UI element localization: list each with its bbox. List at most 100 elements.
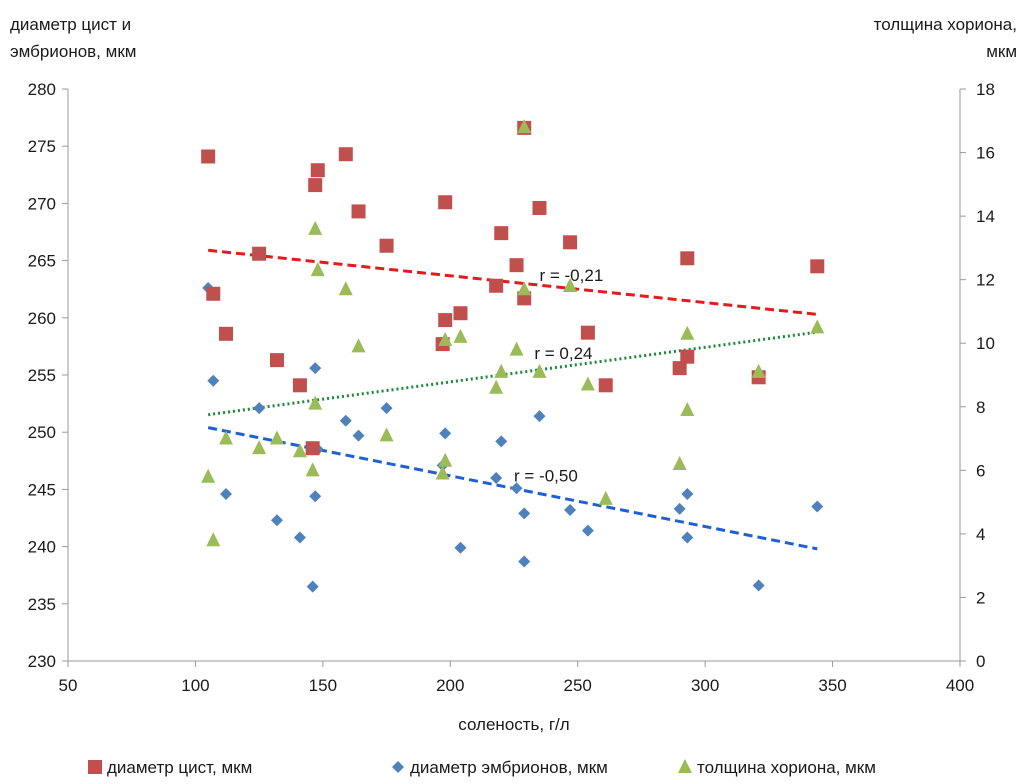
trendline [208, 248, 818, 316]
diamond-point [495, 435, 508, 448]
y-left-tick-label: 230 [28, 652, 56, 671]
correlation-label: r = 0,24 [534, 344, 592, 363]
triangle-point [292, 443, 307, 458]
axes [62, 88, 966, 667]
diamond-point [533, 410, 546, 423]
square-point [580, 325, 595, 340]
triangle-point [201, 468, 216, 483]
triangle-point [206, 532, 221, 547]
square-point [379, 238, 394, 253]
triangle-point [438, 332, 453, 347]
triangle-point [751, 363, 766, 378]
legend-marker [392, 761, 404, 773]
square-point [269, 353, 284, 368]
square-point [219, 326, 234, 341]
y-right-tick-label: 18 [976, 80, 995, 99]
y-left-tick-label: 255 [28, 366, 56, 385]
y-right-tick-label: 8 [976, 398, 985, 417]
square-point [598, 378, 613, 393]
triangle-point [338, 281, 353, 296]
x-axis-title: соленость, г/л [458, 715, 569, 734]
diamond-point [564, 503, 577, 516]
triangle-point [308, 395, 323, 410]
square-point [532, 200, 547, 215]
triangle-point [672, 455, 687, 470]
y-right-tick-label: 14 [976, 207, 995, 226]
square-point [252, 246, 267, 261]
y-right-tick-label: 4 [976, 525, 985, 544]
legend-marker [678, 759, 692, 773]
triangle-point [517, 119, 532, 134]
square-point [438, 313, 453, 328]
diamond-point [673, 502, 686, 515]
x-tick-label: 50 [59, 676, 78, 695]
y-right-axis-title: мкм [986, 42, 1017, 61]
trendlines [207, 248, 818, 551]
square-point [310, 163, 325, 178]
square-point [810, 259, 825, 274]
square-point [351, 204, 366, 219]
y-right-axis-title: толщина хориона, [874, 15, 1017, 34]
y-left-tick-label: 275 [28, 137, 56, 156]
correlation-label: r = -0,50 [514, 466, 578, 485]
y-left-axis-title: эмбрионов, мкм [10, 42, 136, 61]
triangle-point [379, 427, 394, 442]
triangle-point [453, 328, 468, 343]
trendline [207, 330, 818, 417]
y-left-tick-label: 260 [28, 309, 56, 328]
x-tick-label: 350 [818, 676, 846, 695]
square-point [672, 361, 687, 376]
triangle-point [509, 341, 524, 356]
diamond-point [439, 427, 452, 440]
triangle-point [680, 401, 695, 416]
triangle-point [680, 325, 695, 340]
diamond-point [752, 579, 765, 592]
correlation-label: r = -0,21 [539, 266, 603, 285]
triangle-point [310, 262, 325, 277]
y-right-tick-label: 6 [976, 461, 985, 480]
diamond-point [681, 487, 694, 500]
diamond-point [811, 500, 824, 513]
diamond-point [293, 531, 306, 544]
square-point [305, 441, 320, 456]
x-tick-label: 100 [181, 676, 209, 695]
legend: диаметр цист, мкм диаметр эмбрионов, мкм т… [88, 758, 876, 777]
triangle-point [580, 376, 595, 391]
square-point [206, 286, 221, 301]
diamond-point [681, 531, 694, 544]
y-right-tick-label: 0 [976, 652, 985, 671]
diamond-point [454, 541, 467, 554]
square-point [509, 258, 524, 273]
y-left-tick-label: 245 [28, 480, 56, 499]
y-left-axis-title: диаметр цист и [10, 15, 131, 34]
diamond-point [270, 514, 283, 527]
triangle-point [517, 281, 532, 296]
triangle-point [494, 363, 509, 378]
y-left-tick-label: 270 [28, 194, 56, 213]
y-left-tick-label: 235 [28, 595, 56, 614]
y-right-tick-label: 12 [976, 271, 995, 290]
diamond-point [352, 429, 365, 442]
diamond-point [339, 414, 352, 427]
diamond-point [306, 580, 319, 593]
legend-label: диаметр цист, мкм [107, 758, 252, 777]
square-point [489, 278, 504, 293]
triangle-point [252, 440, 267, 455]
legend-label: толщина хориона, мкм [697, 758, 876, 777]
square-point [680, 349, 695, 364]
triangle-point [532, 363, 547, 378]
y-right-tick-label: 16 [976, 144, 995, 163]
diamond-point [309, 362, 322, 375]
square-point [438, 195, 453, 210]
diamond-point [581, 524, 594, 537]
text-labels: 50 100 150 200 250 300 350 40023023524024525025… [10, 15, 1017, 734]
y-left-tick-label: 280 [28, 80, 56, 99]
square-point [308, 178, 323, 193]
x-tick-label: 400 [946, 676, 974, 695]
x-tick-label: 150 [309, 676, 337, 695]
square-point [338, 147, 353, 162]
triangle-point [308, 220, 323, 235]
triangle-point [810, 319, 825, 334]
diamond-point [309, 490, 322, 503]
